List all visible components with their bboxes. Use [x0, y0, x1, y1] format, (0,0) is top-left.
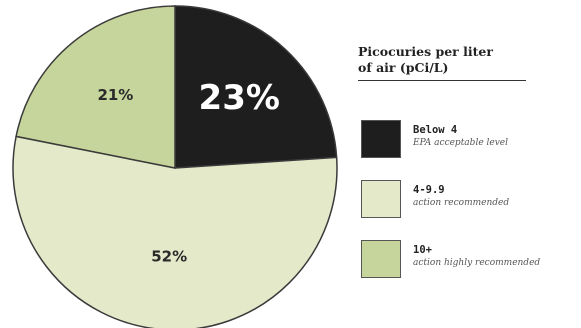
legend-swatch-4-9.9 [361, 180, 401, 218]
legend-label-4-9.9: 4-9.9 [413, 184, 445, 196]
legend-label-10-plus: 10+ [413, 244, 432, 256]
legend-desc-10-plus: action highly recommended [413, 258, 541, 268]
legend-desc-below-4: EPA acceptable level [413, 138, 508, 148]
legend-item-below-4: Below 4 EPA acceptable level [358, 120, 580, 160]
legend-title-line-2: of air (pCi/L) [358, 60, 449, 75]
pie-slice-4-9.9 [12, 135, 338, 328]
legend-item-10-plus: 10+ action highly recommended [358, 240, 580, 280]
legend: Picocuries per liter of air (pCi/L) Belo… [358, 44, 580, 278]
legend-desc-4-9.9: action recommended [413, 198, 510, 208]
slice-label-below-4: 23% [199, 78, 280, 118]
legend-swatch-10-plus [361, 240, 401, 278]
pie-slice-below-4 [174, 5, 338, 169]
legend-label-below-4: Below 4 [413, 124, 458, 136]
pie-chart: 23% 52% 21% [12, 5, 338, 328]
legend-title: Picocuries per liter of air (pCi/L) [358, 44, 580, 76]
legend-item-4-9.9: 4-9.9 action recommended [358, 180, 580, 220]
pie-slice-10-plus [15, 5, 176, 169]
legend-title-line-1: Picocuries per liter [358, 44, 493, 59]
legend-divider [358, 80, 526, 81]
slice-label-10-plus: 21% [97, 86, 133, 104]
slice-label-4-9.9: 52% [151, 247, 187, 265]
legend-swatch-below-4 [361, 120, 401, 158]
